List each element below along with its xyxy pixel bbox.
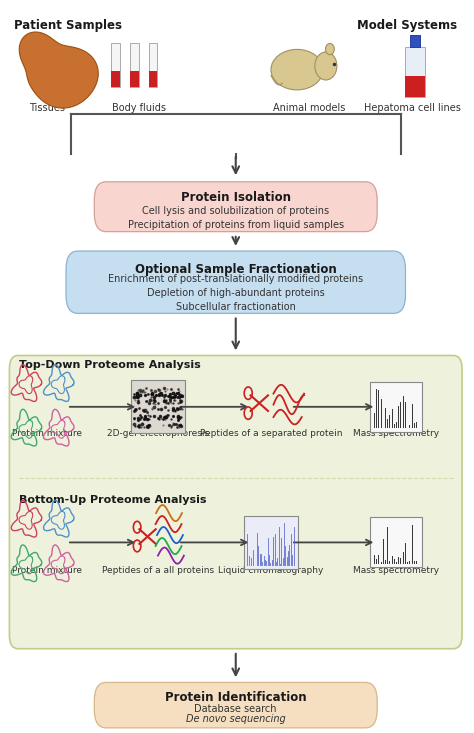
Ellipse shape xyxy=(326,43,334,55)
Text: Peptides of a separated protein: Peptides of a separated protein xyxy=(200,430,342,438)
Bar xyxy=(149,70,157,87)
Text: Patient Samples: Patient Samples xyxy=(14,19,122,32)
Bar xyxy=(370,517,422,567)
Bar xyxy=(111,43,120,87)
Ellipse shape xyxy=(315,52,337,80)
Text: Protein mixture: Protein mixture xyxy=(12,430,82,438)
Text: Optional Sample Fractionation: Optional Sample Fractionation xyxy=(135,263,337,276)
Text: Liquid chromatography: Liquid chromatography xyxy=(219,566,324,575)
Text: De novo sequencing: De novo sequencing xyxy=(186,714,286,723)
Text: Model Systems: Model Systems xyxy=(357,19,457,32)
Bar xyxy=(244,516,298,569)
Text: Tissues: Tissues xyxy=(29,103,65,113)
Text: Cell lysis and solubilization of proteins
Precipitation of proteins from liquid : Cell lysis and solubilization of protein… xyxy=(128,206,344,229)
Text: Top-Down Proteome Analysis: Top-Down Proteome Analysis xyxy=(19,360,201,370)
Text: Protein mixture: Protein mixture xyxy=(12,566,82,575)
Text: Mass spectrometry: Mass spectrometry xyxy=(353,566,439,575)
Bar xyxy=(130,70,138,87)
Ellipse shape xyxy=(271,49,323,90)
Bar xyxy=(405,48,425,97)
Text: Protein Isolation: Protein Isolation xyxy=(181,191,291,205)
Text: 2D-gel electrophoresis: 2D-gel electrophoresis xyxy=(107,430,209,438)
Bar xyxy=(370,382,422,432)
Text: Database search: Database search xyxy=(194,704,277,714)
Text: Hepatoma cell lines: Hepatoma cell lines xyxy=(364,103,461,113)
Text: Animal models: Animal models xyxy=(273,103,345,113)
Polygon shape xyxy=(19,32,98,108)
Text: Enrichment of post-translationally modified proteins
Depletion of high-abundant : Enrichment of post-translationally modif… xyxy=(108,274,363,312)
Text: Mass spectrometry: Mass spectrometry xyxy=(353,430,439,438)
Bar xyxy=(111,70,120,87)
Text: Protein Identification: Protein Identification xyxy=(165,691,307,704)
FancyBboxPatch shape xyxy=(94,682,377,728)
Bar xyxy=(131,380,185,433)
Bar xyxy=(405,76,425,97)
Text: Body fluids: Body fluids xyxy=(112,103,166,113)
FancyBboxPatch shape xyxy=(9,356,462,649)
Bar xyxy=(149,43,157,87)
Bar xyxy=(410,35,419,48)
Bar xyxy=(130,43,138,87)
FancyBboxPatch shape xyxy=(66,251,405,314)
FancyBboxPatch shape xyxy=(94,182,377,232)
Text: Peptides of a all proteins: Peptides of a all proteins xyxy=(102,566,214,575)
Text: Bottom-Up Proteome Analysis: Bottom-Up Proteome Analysis xyxy=(19,495,206,505)
